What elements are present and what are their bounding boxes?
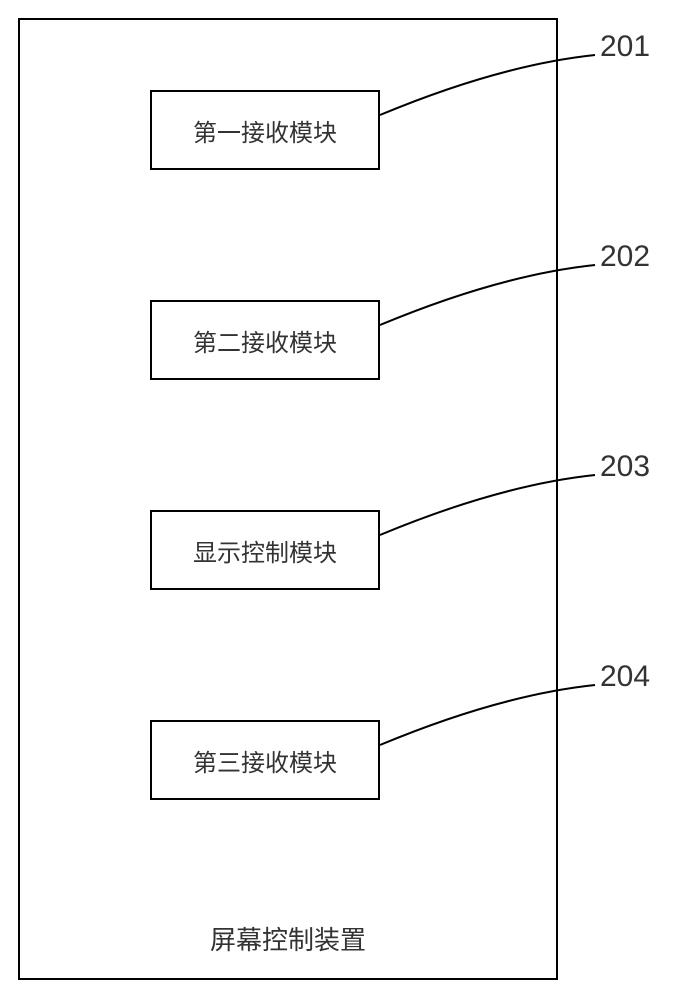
module-box-3: 显示控制模块 xyxy=(150,510,380,590)
module-box-4: 第三接收模块 xyxy=(150,720,380,800)
module-box-2: 第二接收模块 xyxy=(150,300,380,380)
module-box-1: 第一接收模块 xyxy=(150,90,380,170)
ref-label-204: 204 xyxy=(600,660,650,694)
module-label-3: 显示控制模块 xyxy=(193,533,337,568)
module-label-2: 第二接收模块 xyxy=(193,323,337,358)
ref-label-202: 202 xyxy=(600,240,650,274)
module-label-1: 第一接收模块 xyxy=(193,113,337,148)
diagram-caption: 屏幕控制装置 xyxy=(18,920,558,957)
module-label-4: 第三接收模块 xyxy=(193,743,337,778)
ref-label-203: 203 xyxy=(600,450,650,484)
ref-label-201: 201 xyxy=(600,30,650,64)
